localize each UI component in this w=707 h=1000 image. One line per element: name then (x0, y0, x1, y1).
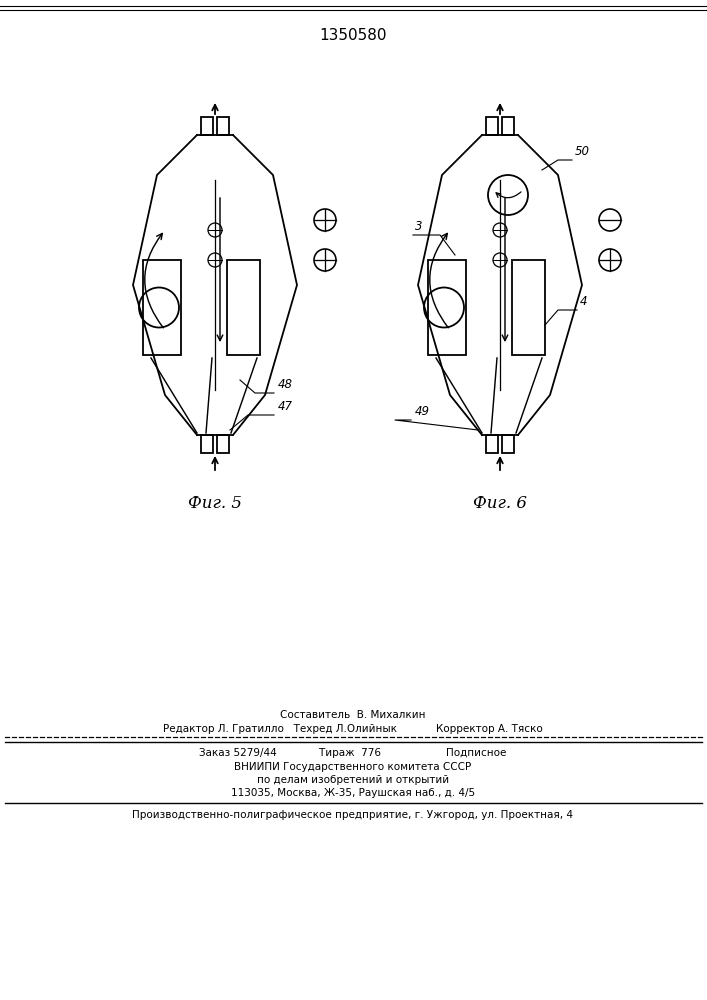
Bar (201, 117, 213, 135)
Bar (512, 260, 545, 355)
Text: 4: 4 (580, 295, 588, 308)
Text: Производственно-полиграфическое предприятие, г. Ужгород, ул. Проектная, 4: Производственно-полиграфическое предприя… (132, 810, 573, 820)
Bar (217, 435, 229, 453)
Text: 113035, Москва, Ж-35, Раушская наб., д. 4/5: 113035, Москва, Ж-35, Раушская наб., д. … (231, 788, 475, 798)
Text: Составитель  В. Михалкин: Составитель В. Михалкин (280, 710, 426, 720)
Text: 47: 47 (278, 400, 293, 413)
Bar (486, 435, 498, 453)
Text: 50: 50 (575, 145, 590, 158)
Bar (502, 435, 514, 453)
Bar (428, 260, 466, 355)
Text: Фиг. 6: Фиг. 6 (473, 495, 527, 512)
Text: по делам изобретений и открытий: по делам изобретений и открытий (257, 775, 449, 785)
Text: 49: 49 (415, 405, 430, 418)
Bar (201, 435, 213, 453)
Bar (502, 117, 514, 135)
Bar (227, 260, 260, 355)
Text: 3: 3 (415, 220, 423, 233)
Text: ВНИИПИ Государственного комитета СССР: ВНИИПИ Государственного комитета СССР (235, 762, 472, 772)
Bar (486, 117, 498, 135)
Text: Фиг. 5: Фиг. 5 (188, 495, 242, 512)
Text: Заказ 5279/44             Тираж  776                    Подписное: Заказ 5279/44 Тираж 776 Подписное (199, 748, 507, 758)
Bar (217, 117, 229, 135)
Text: 1350580: 1350580 (320, 28, 387, 43)
Text: 48: 48 (278, 378, 293, 391)
Bar (143, 260, 181, 355)
Text: Редактор Л. Гратилло   Техред Л.Олийнык            Корректор А. Тяско: Редактор Л. Гратилло Техред Л.Олийнык Ко… (163, 724, 543, 734)
